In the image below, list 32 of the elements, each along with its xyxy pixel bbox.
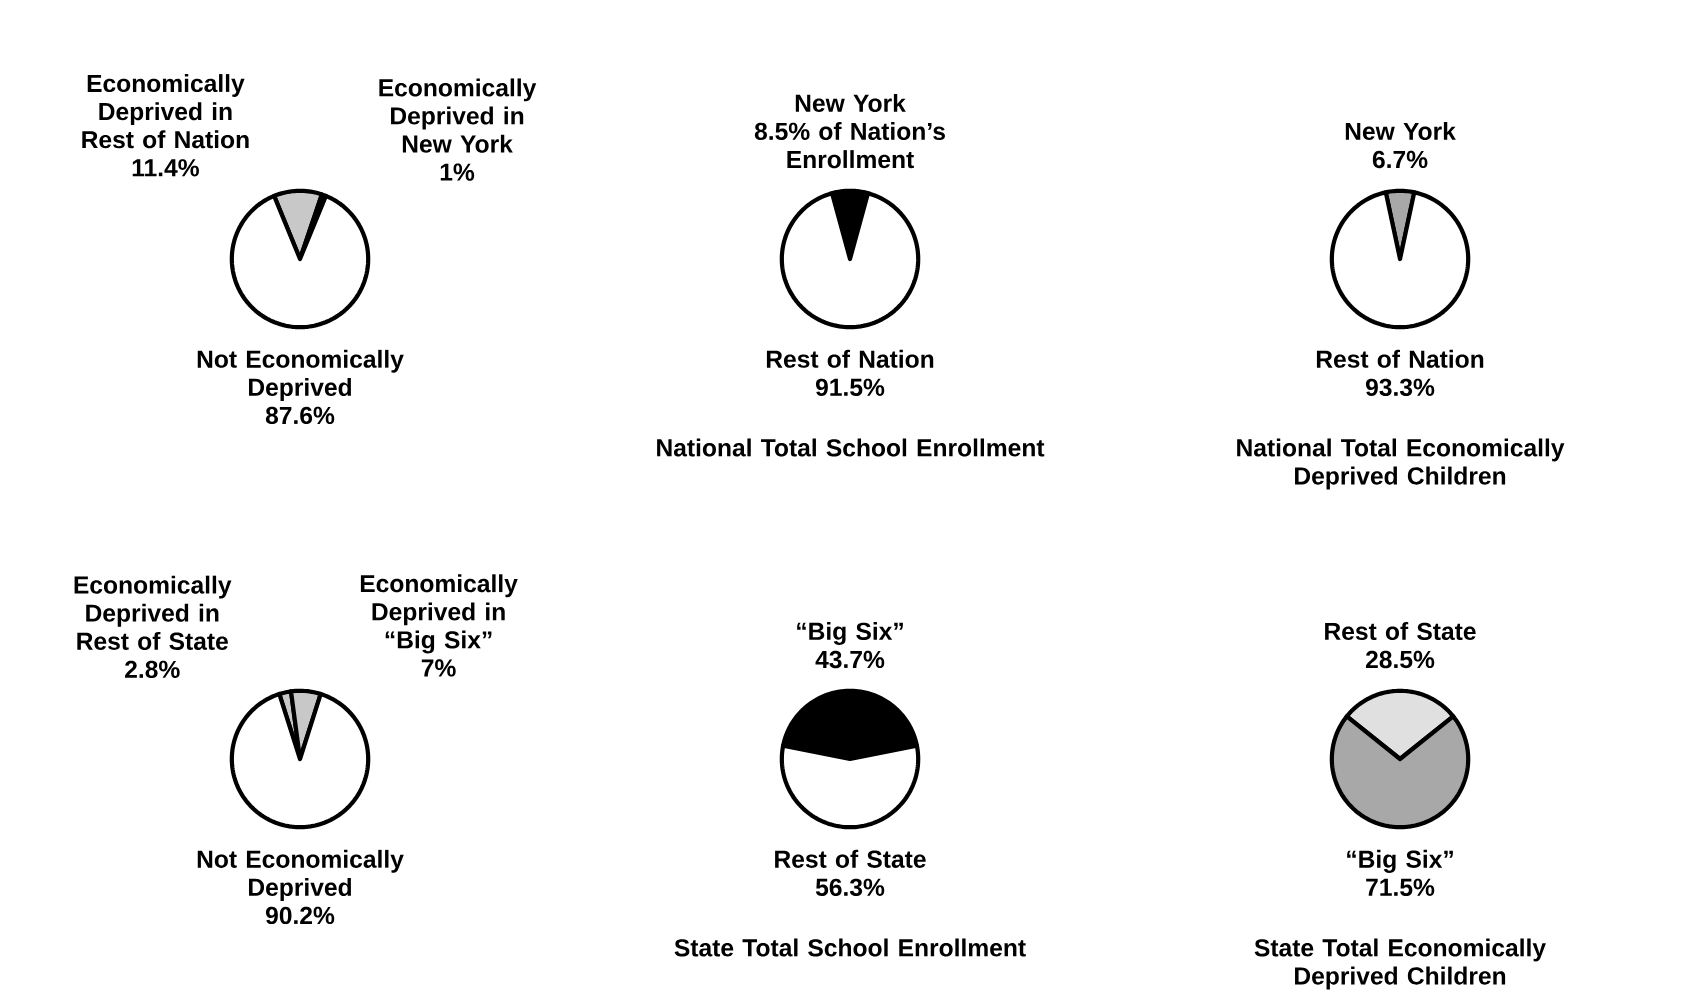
text: National Total Economically Deprived Children (1237, 438, 1565, 490)
slice-label: Not Economically Deprived (197, 849, 404, 901)
slice-label: “Big Six” (797, 621, 903, 646)
data-label: 28.5% (1365, 650, 1435, 669)
slice-label: Rest of Nation (1316, 349, 1484, 368)
text: National Total School Enrollment (657, 438, 1045, 457)
data-label: 7% (421, 659, 456, 677)
data-label: 11.4% (132, 159, 199, 177)
data-label: 71.5% (1366, 878, 1435, 896)
slice-label: New York (795, 93, 906, 112)
data-label: 2.8% (125, 660, 180, 679)
slice-label: “Big Six” (1347, 849, 1453, 873)
slice-label: Economically Deprived in “Big Six” (360, 574, 518, 654)
data-label: 93.3% (1365, 378, 1435, 397)
slice-label: Not Economically Deprived (197, 349, 404, 401)
slice-label: Rest of Nation (766, 349, 934, 368)
data-label: 87.6% (265, 406, 335, 425)
data-label: 91.5% (815, 378, 885, 396)
text: State Total Economically Deprived Children (1254, 938, 1546, 990)
slice-label: Economically Deprived in Rest of State (74, 575, 232, 650)
slice-label: Rest of State (1325, 622, 1476, 641)
slice-label: Economically Deprived in Rest of Nation (82, 74, 249, 149)
data-label: 8.5% of Nation’s Enrollment (754, 122, 945, 169)
text: State Total School Enrollment (674, 938, 1026, 957)
data-label: 43.7% (815, 650, 885, 669)
slice-label: Economically Deprived in New York (379, 78, 537, 153)
slice-label: New York (1345, 122, 1456, 141)
data-label: 1% (440, 163, 475, 181)
data-label: 90.2% (265, 906, 335, 925)
slice-label: Rest of State (775, 849, 926, 868)
data-label: 56.3% (815, 878, 885, 897)
data-label: 6.7% (1372, 150, 1428, 169)
